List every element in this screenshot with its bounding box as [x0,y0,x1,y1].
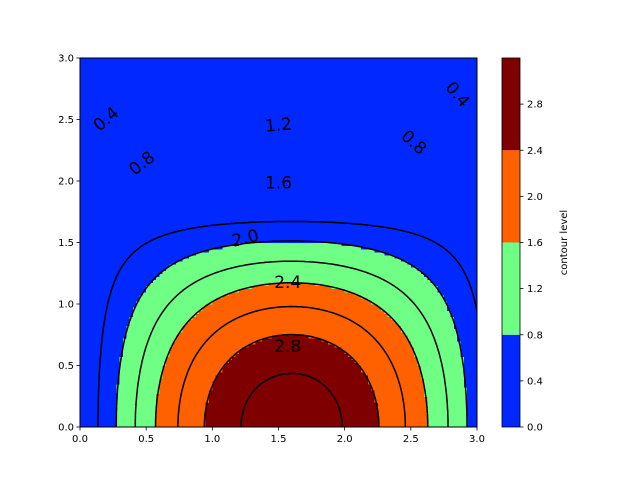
contour-label-2-8-0: 2.8 [274,337,301,357]
contour-line-0-4 [97,220,477,427]
x-tick-label: 0.0 [72,434,88,445]
colorbar-tick-label: 1.6 [527,238,543,249]
x-tick-label: 2.5 [403,434,419,445]
y-tick-label: 0.0 [58,423,74,434]
contour-line-1-6 [154,282,429,427]
y-tick-label: 0.5 [58,361,74,372]
y-tick-label: 1.5 [58,238,74,249]
colorbar-tick-label: 1.2 [527,284,543,295]
x-tick-label: 1.0 [204,434,220,445]
colorbar-tick-label: 0.4 [527,376,543,387]
colorbar: 0.0 0.4 0.8 1.2 1.6 2.0 2.4 2.8 contour level [501,57,570,434]
colorbar-tick-label: 0.8 [527,330,543,341]
contour-line-1-2 [134,260,449,427]
colorbar-tick-label: 0.0 [527,423,543,434]
contour-line-0-8 [115,240,468,427]
x-tick-label: 3.0 [469,434,485,445]
y-axis: 0.0 0.5 1.0 1.5 2.0 2.5 3.0 [58,54,80,434]
contour-line-2 [177,305,407,427]
contour-line-2-8 [240,372,344,427]
contour-label-2-4-0: 2.4 [274,273,301,293]
contour-label-1-2-0: 1.2 [264,115,293,137]
colorbar-band [502,58,520,151]
x-tick-label: 2.0 [337,434,353,445]
contour-line-2-4 [203,333,380,427]
x-tick-label: 0.5 [138,434,154,445]
colorbar-tick-label: 2.8 [527,100,543,111]
contour-label-1-6-0: 1.6 [265,173,292,193]
plot-area [80,58,477,427]
x-axis: 0.0 0.5 1.0 1.5 2.0 2.5 3.0 [72,427,485,445]
colorbar-tick-label: 2.0 [527,192,543,203]
y-tick-label: 2.5 [58,115,74,126]
x-tick-label: 1.5 [271,434,287,445]
colorbar-band [502,242,520,335]
y-tick-label: 2.0 [58,177,74,188]
y-tick-label: 1.0 [58,300,74,311]
y-tick-label: 3.0 [58,54,74,65]
colorbar-band [502,334,520,427]
colorbar-band [502,150,520,243]
colorbar-tick-label: 2.4 [527,146,543,157]
contour-fill [80,58,477,427]
colorbar-title: contour level [559,210,570,275]
contour-labels: 0.40.40.80.81.21.62.02.42.8 [90,78,474,357]
